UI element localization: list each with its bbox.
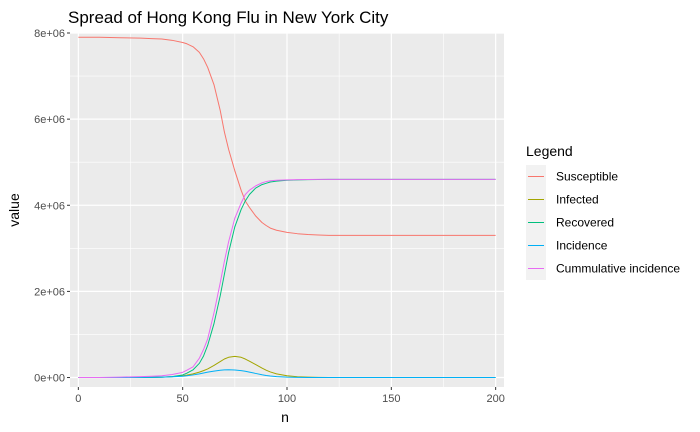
y-tick-label: 8e+06 [34, 28, 65, 40]
x-tick-label: 0 [75, 393, 81, 405]
y-tick-label: 4e+06 [34, 200, 65, 212]
chart-title: Spread of Hong Kong Flu in New York City [68, 8, 389, 27]
x-tick-label: 200 [486, 393, 504, 405]
legend-title: Legend [526, 143, 573, 159]
legend-label-recovered: Recovered [556, 216, 614, 230]
series-line-cummulative-incidence [78, 178, 496, 379]
legend-label-susceptible: Susceptible [556, 170, 618, 184]
x-axis: 0 50 100 150 200 [75, 387, 505, 405]
legend-label-cummulative-incidence: Cummulative incidence [556, 262, 680, 276]
y-axis-title: value [6, 193, 22, 227]
y-tick-label: 0e+00 [34, 373, 65, 385]
y-tick-label: 2e+06 [34, 286, 65, 298]
legend-label-incidence: Incidence [556, 239, 608, 253]
series-line-incidence [78, 369, 496, 379]
x-tick-label: 100 [278, 393, 296, 405]
legend-items: Susceptible Infected Recovered Incidence Cum… [526, 165, 680, 280]
legend: Legend Susceptible Infected Recovered Incid… [526, 143, 680, 280]
y-tick-label: 6e+06 [34, 114, 65, 126]
x-tick-label: 150 [382, 393, 400, 405]
x-tick-label: 50 [177, 393, 189, 405]
y-axis: 0e+00 2e+06 4e+06 6e+06 8e+06 [34, 28, 70, 385]
x-axis-title: n [281, 409, 289, 425]
legend-label-infected: Infected [556, 193, 599, 207]
series-lines [78, 36, 496, 379]
